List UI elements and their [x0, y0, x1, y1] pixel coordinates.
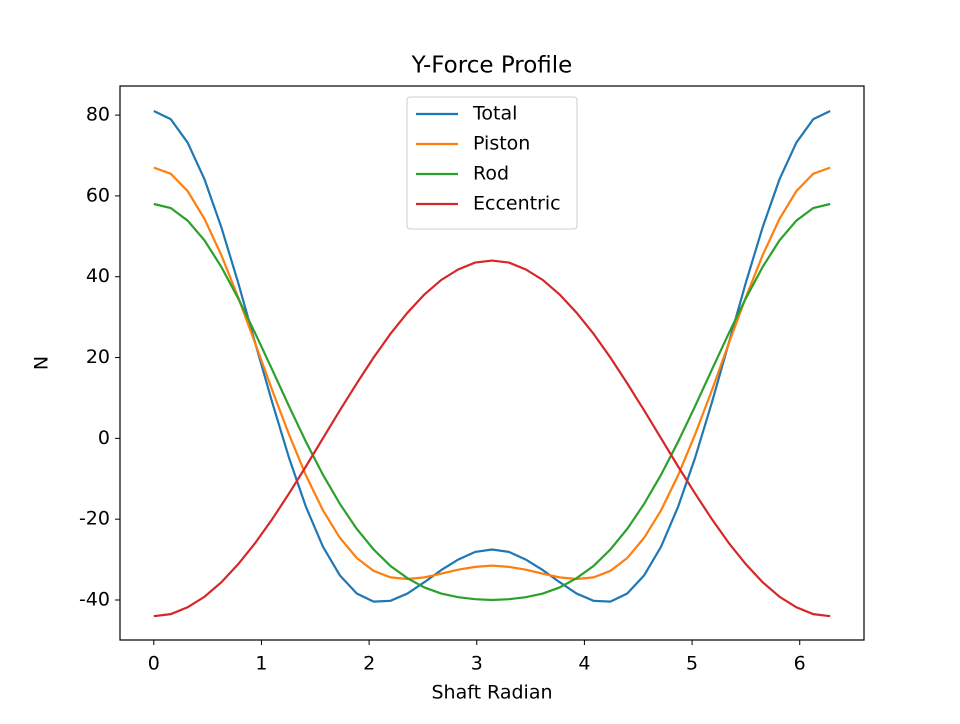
y-tick-label: -20 — [79, 508, 110, 530]
legend-box — [406, 96, 578, 230]
x-tick-label: 5 — [686, 653, 698, 675]
y-tick-label: 0 — [98, 427, 110, 449]
x-tick-label: 3 — [471, 653, 483, 675]
line-series — [153, 110, 831, 603]
legend-label: Piston — [473, 133, 530, 155]
legend-label: Eccentric — [473, 193, 561, 215]
x-tick-label: 4 — [578, 653, 590, 675]
line-series — [153, 202, 831, 602]
y-tick-label: 40 — [86, 265, 110, 287]
line-series — [153, 259, 831, 618]
line-series — [153, 166, 831, 581]
y-tick-label: -40 — [79, 588, 110, 610]
legend-label: Rod — [473, 163, 509, 185]
x-tick-label: 2 — [363, 653, 375, 675]
x-tick-label: 6 — [794, 653, 806, 675]
chart-title: Y-Force Profile — [411, 53, 573, 79]
y-tick-label: 60 — [86, 184, 110, 206]
legend-label: Total — [472, 103, 517, 125]
y-tick-label: 80 — [86, 104, 110, 126]
x-tick-label: 0 — [148, 653, 160, 675]
y-axis-label: N — [31, 356, 53, 370]
y-tick-label: 20 — [86, 346, 110, 368]
x-axis-label: Shaft Radian — [431, 682, 552, 704]
x-tick-label: 1 — [255, 653, 267, 675]
axes-frame — [119, 85, 865, 641]
